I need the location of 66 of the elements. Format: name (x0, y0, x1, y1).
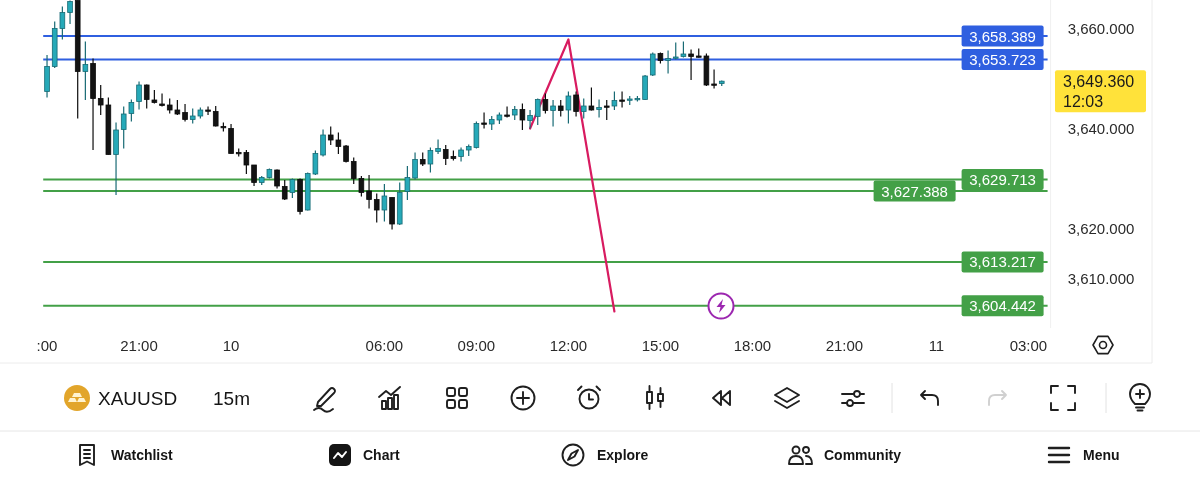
x-tick-label: 10 (222, 336, 240, 354)
candlestick (588, 86, 595, 112)
line-series (528, 38, 616, 313)
text: Menu (1083, 447, 1120, 463)
text: Chart (363, 447, 400, 463)
ref-line-label: 3,653.723 (969, 50, 1036, 68)
candlestick (412, 151, 418, 181)
x-tick-label: 12:00 (549, 336, 588, 354)
candlestick (619, 90, 625, 109)
text: Watchlist (111, 447, 174, 463)
candlestick (527, 109, 533, 130)
candlestick (642, 74, 648, 101)
candlestick (82, 40, 89, 101)
y-tick-label: 3,620.000 (1067, 219, 1135, 237)
candlestick (427, 146, 434, 174)
candlestick (205, 105, 211, 116)
x-tick-label: 15:00 (641, 336, 680, 354)
ref-line-label: 3,613.217 (969, 253, 1036, 271)
x-tick-label: 11 (928, 336, 945, 354)
candlestick (251, 164, 257, 187)
candlestick (404, 165, 411, 201)
candlestick (381, 183, 388, 223)
ref-line-label: 3,658.389 (969, 27, 1036, 45)
candlestick (274, 168, 280, 190)
candlestick (136, 80, 142, 111)
x-tick-label: 09:00 (457, 336, 496, 354)
candlestick (435, 138, 441, 155)
ref-line-label: 3,629.713 (969, 170, 1036, 188)
x-tick-label: :00 (36, 336, 58, 354)
x-tick-label: 21:00 (825, 336, 864, 354)
candlestick (481, 111, 487, 130)
candlestick (573, 90, 579, 118)
text: Explore (597, 447, 649, 463)
candlestick (550, 99, 556, 128)
text: 12:03 (1063, 92, 1104, 110)
candlestick (711, 68, 717, 90)
y-tick-label: 3,640.000 (1067, 119, 1135, 137)
x-tick-label: 21:00 (120, 336, 158, 354)
x-tick-label: 18:00 (733, 336, 772, 354)
y-tick-label: 3,660.000 (1067, 19, 1135, 37)
text: 15m (213, 387, 250, 409)
y-tick-label: 3,610.000 (1067, 269, 1135, 287)
candlestick (542, 92, 549, 115)
candlestick (320, 128, 326, 158)
x-tick-label: 06:00 (365, 336, 404, 354)
candlestick (688, 48, 694, 81)
candlestick (665, 49, 671, 75)
candlestick (67, 0, 73, 25)
ref-line-label: 3,604.442 (969, 297, 1036, 315)
x-tick-label: 03:00 (1009, 336, 1048, 354)
candlestick (580, 97, 587, 120)
ref-line-label: 3,627.388 (881, 182, 948, 200)
text: XAUUSD (98, 387, 178, 409)
candlestick (534, 97, 541, 126)
candlestick (366, 174, 372, 210)
candlestick (603, 99, 610, 121)
text: 3,649.360 (1063, 72, 1135, 90)
candlestick (182, 103, 188, 123)
candlestick (519, 102, 526, 131)
candlestick (159, 92, 165, 108)
candlestick (611, 90, 618, 111)
candlestick (504, 105, 510, 119)
candlestick (596, 98, 602, 119)
candlestick (373, 192, 380, 224)
text: Community (824, 447, 902, 463)
candlestick (565, 90, 572, 125)
